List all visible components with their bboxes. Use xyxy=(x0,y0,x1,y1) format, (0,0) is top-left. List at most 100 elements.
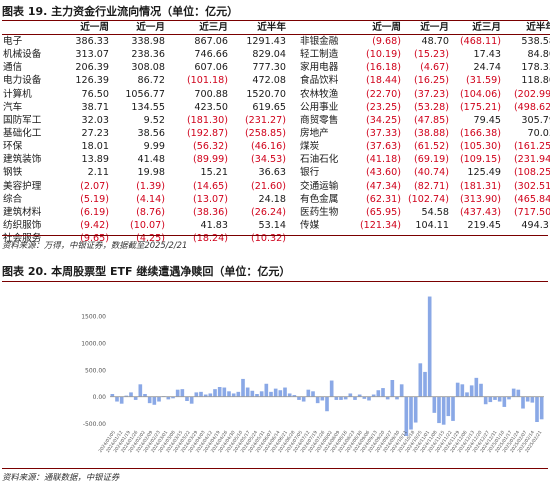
flow-value-cell: 494.31 xyxy=(521,220,550,232)
flow-value-cell: (16.25) xyxy=(414,75,449,87)
industry-name-cell: 石油石化 xyxy=(300,154,339,166)
flow-value-cell: (14.65) xyxy=(193,180,228,192)
bar xyxy=(259,391,264,397)
flow-value-cell: 48.70 xyxy=(421,36,449,48)
figure-20-title: 图表 20. 本周股票型 ETF 继续遭遇净赎回（单位：亿元） xyxy=(2,265,291,278)
bar xyxy=(273,388,278,397)
industry-name-cell: 非银金融 xyxy=(300,36,339,48)
bar xyxy=(311,391,315,397)
flow-value-cell: 1291.43 xyxy=(246,36,286,48)
flow-value-cell: (16.18) xyxy=(366,62,401,74)
bar xyxy=(180,389,185,397)
flow-value-cell: (109.15) xyxy=(459,154,501,166)
industry-name-cell: 医药生物 xyxy=(300,206,339,218)
bar xyxy=(124,395,129,397)
flow-value-cell: 700.88 xyxy=(194,88,228,100)
column-gap xyxy=(289,153,299,166)
y-tick-label: 1000.00 xyxy=(81,340,106,347)
flow-value-cell: (46.16) xyxy=(251,141,286,153)
flow-value-cell: (175.21) xyxy=(459,101,501,113)
flow-value-cell: 538.58 xyxy=(521,36,550,48)
flow-value-cell: (37.23) xyxy=(414,88,449,100)
flow-value-cell: 386.33 xyxy=(75,36,109,48)
bar xyxy=(203,394,208,397)
bar xyxy=(269,391,273,397)
bar xyxy=(301,396,306,402)
industry-name-cell: 环保 xyxy=(3,141,23,153)
bar xyxy=(348,393,353,397)
flow-value-cell: 423.50 xyxy=(194,101,228,113)
flow-value-cell: (37.63) xyxy=(366,141,401,153)
bar xyxy=(292,395,297,397)
table-row: 建筑装饰 13.89 41.48 (89.99) (34.53) 石油石化 (41.18) (… xyxy=(2,153,550,166)
header-quarter-left: 近三月 xyxy=(199,22,228,33)
flow-value-cell: (89.99) xyxy=(193,154,228,166)
bar xyxy=(455,382,460,397)
figure-20-source-note: 资料来源：通联数据，中银证券 xyxy=(2,472,120,482)
flow-value-cell: (104.06) xyxy=(459,88,501,100)
industry-name-cell: 综合 xyxy=(3,193,23,205)
flow-value-cell: 1056.77 xyxy=(125,88,165,100)
bar xyxy=(353,396,357,400)
bar xyxy=(236,391,241,397)
flow-value-cell: 313.07 xyxy=(75,49,109,61)
industry-name-cell: 美容护理 xyxy=(3,180,42,192)
flow-value-cell: 305.79 xyxy=(521,114,550,126)
flow-value-cell: (38.36) xyxy=(193,206,228,218)
flow-value-cell: (717.50) xyxy=(513,206,550,218)
flow-value-cell: (18.24) xyxy=(193,233,228,245)
flow-value-cell: (105.30) xyxy=(459,141,501,153)
figure-19-title: 图表 19. 主力资金行业流向情况（单位：亿元） xyxy=(2,5,239,18)
industry-name-cell: 轻工制造 xyxy=(300,49,339,61)
flow-value-cell: (22.70) xyxy=(366,88,401,100)
column-gap xyxy=(289,193,299,206)
bar xyxy=(199,391,203,397)
flow-value-cell: (302.51) xyxy=(513,180,550,192)
flow-value-cell: 125.49 xyxy=(467,167,501,179)
flow-value-cell: (108.25) xyxy=(513,167,550,179)
flow-value-cell: (231.94) xyxy=(513,154,550,166)
y-tick-label: 500.00 xyxy=(85,367,106,374)
flow-value-cell: 308.08 xyxy=(131,62,165,74)
bar xyxy=(115,396,119,402)
flow-value-cell: 829.04 xyxy=(252,49,286,61)
industry-name-cell: 汽车 xyxy=(3,101,23,113)
bar xyxy=(175,389,180,397)
bar xyxy=(381,388,385,397)
bar xyxy=(399,384,404,397)
flow-value-cell: (47.85) xyxy=(414,114,449,126)
flow-value-cell: 19.98 xyxy=(137,167,165,179)
industry-name-cell: 煤炭 xyxy=(300,141,320,153)
flow-value-cell: (6.19) xyxy=(80,206,109,218)
bar xyxy=(483,396,488,405)
y-tick-label: 0.00 xyxy=(93,394,107,401)
flow-value-cell: (313.90) xyxy=(459,193,501,205)
industry-name-cell: 纺织服饰 xyxy=(3,220,42,232)
flow-value-cell: (101.18) xyxy=(186,75,228,87)
header-halfyear-right: 近半年 xyxy=(526,22,550,33)
bar xyxy=(437,396,441,424)
industry-name-cell: 建筑装饰 xyxy=(3,154,42,166)
flow-value-cell: 24.74 xyxy=(473,62,501,74)
y-tick-label: 1500.00 xyxy=(81,313,106,320)
bar xyxy=(409,396,413,430)
bar xyxy=(479,383,483,397)
table-header-row: 近一周 近一月 近三月 近半年 近一周 近一月 近三月 近半年 xyxy=(2,21,550,35)
flow-value-cell: 41.83 xyxy=(200,220,228,232)
industry-name-cell: 电力设备 xyxy=(3,75,42,87)
header-month-left: 近一月 xyxy=(136,22,165,33)
industry-name-cell: 机械设备 xyxy=(3,49,42,61)
flow-value-cell: (192.87) xyxy=(186,128,228,140)
flow-value-cell: 777.30 xyxy=(252,62,286,74)
flow-value-cell: 32.03 xyxy=(81,114,109,126)
industry-name-cell: 公用事业 xyxy=(300,101,339,113)
flow-value-cell: (4.25) xyxy=(136,233,165,245)
flow-value-cell: (47.34) xyxy=(366,180,401,192)
industry-name-cell: 银行 xyxy=(300,167,320,179)
bar xyxy=(423,371,427,397)
bar xyxy=(245,387,250,397)
table-row: 建筑材料 (6.19) (8.76) (38.36) (26.24) 医药生物 (65.95… xyxy=(2,206,550,219)
table-row: 美容护理 (2.07) (1.39) (14.65) (21.60) 交通运输 (47.34… xyxy=(2,180,550,193)
bar xyxy=(325,396,329,412)
bar xyxy=(390,380,395,397)
